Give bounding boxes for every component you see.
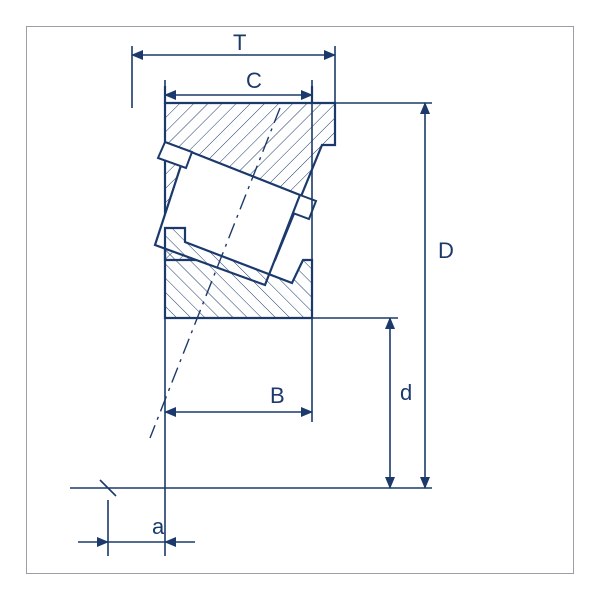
diagram-frame: T C B a D d	[0, 0, 600, 600]
label-D: D	[438, 238, 454, 264]
label-a: a	[152, 514, 164, 540]
inner-border	[26, 26, 574, 574]
label-C: C	[246, 68, 262, 94]
label-T: T	[233, 30, 246, 56]
label-d: d	[400, 380, 412, 406]
label-B: B	[270, 383, 285, 409]
